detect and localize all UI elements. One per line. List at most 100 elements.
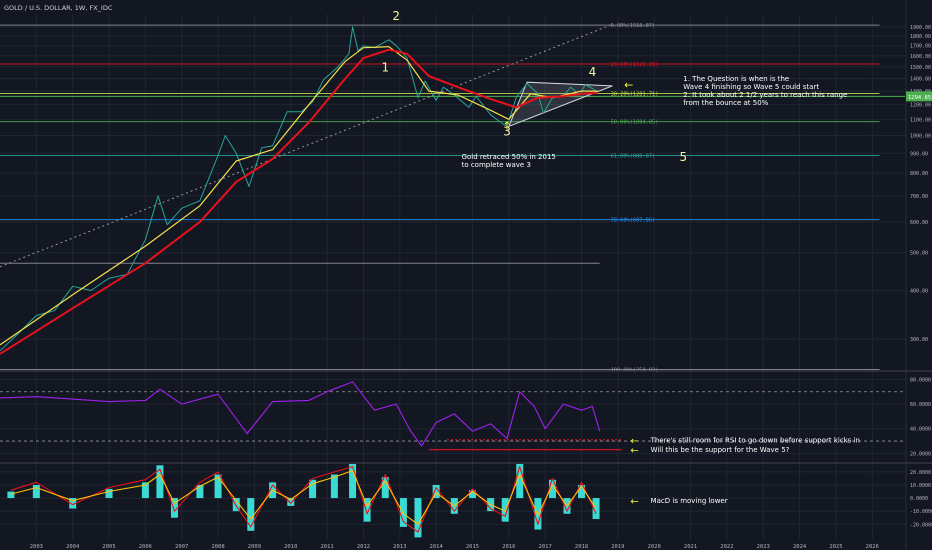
annotation-text: 1. The Question is when is the bbox=[683, 75, 789, 83]
annotation-text: to complete wave 3 bbox=[462, 161, 531, 169]
x-tick-label: 2011 bbox=[320, 544, 333, 550]
x-tick-label: 2014 bbox=[430, 544, 444, 550]
fib-level-label: 0.00%(1918.87) bbox=[611, 23, 656, 29]
y-tick-label: -20.0000 bbox=[910, 522, 932, 528]
y-tick-label: 80.0000 bbox=[910, 377, 931, 383]
macd-histogram-bar bbox=[414, 498, 422, 538]
fib-level-label: 61.80%(888.07) bbox=[611, 154, 656, 160]
fib-level-label: 38.20%(1281.71) bbox=[611, 91, 659, 97]
y-tick-label: 500.00 bbox=[910, 251, 928, 257]
fib-level-label: 78.60%(607.86) bbox=[611, 218, 656, 224]
y-tick-label: 1700.00 bbox=[910, 44, 931, 50]
macd-histogram-bar bbox=[156, 465, 164, 499]
macd-histogram-bar bbox=[69, 498, 77, 509]
macd-histogram-bar bbox=[196, 484, 204, 499]
x-tick-label: 2004 bbox=[66, 544, 80, 550]
y-tick-label: 10.0000 bbox=[910, 483, 931, 489]
x-tick-label: 2022 bbox=[720, 544, 733, 550]
x-tick-label: 2023 bbox=[757, 544, 770, 550]
x-tick-label: 2007 bbox=[175, 544, 188, 550]
x-tick-label: 2026 bbox=[866, 544, 879, 550]
y-tick-label: 900.00 bbox=[910, 151, 928, 157]
fib-level-label: 50.00%(1084.85) bbox=[611, 120, 659, 126]
y-tick-label: 1900.00 bbox=[910, 25, 931, 31]
x-tick-label: 2020 bbox=[648, 544, 661, 550]
y-tick-label: 20.0000 bbox=[910, 451, 931, 457]
left-arrow-icon: ← bbox=[630, 436, 638, 447]
x-tick-label: 2003 bbox=[30, 544, 43, 550]
series-ema-slow bbox=[0, 48, 598, 355]
last-price-label: 1294.85 bbox=[908, 95, 931, 101]
series-price bbox=[0, 26, 599, 352]
annotation-text: There's still room for RSI to go down be… bbox=[650, 436, 860, 444]
y-tick-label: 1200.00 bbox=[910, 103, 931, 109]
macd-histogram-bar bbox=[309, 479, 317, 499]
y-tick-label: 1600.00 bbox=[910, 54, 931, 60]
last-price-badge bbox=[906, 91, 932, 102]
rsi-panel: ← There's still room for RSI to go down b… bbox=[0, 381, 905, 457]
y-tick-label: 300.00 bbox=[910, 337, 928, 343]
y-tick-label: 1500.00 bbox=[910, 65, 931, 71]
wave-label: 4 bbox=[589, 65, 597, 79]
y-tick-label: 700.00 bbox=[910, 194, 928, 200]
x-tick-label: 2017 bbox=[539, 544, 552, 550]
y-tick-label: 60.0000 bbox=[910, 402, 931, 408]
macd-histogram-bar bbox=[287, 498, 295, 506]
annotation-text: MacD is moving lower bbox=[651, 497, 728, 505]
macd-histogram-bar bbox=[105, 488, 113, 499]
x-tick-label: 2009 bbox=[248, 544, 261, 550]
macd-histogram-bar bbox=[330, 474, 338, 499]
chart-title: GOLD / U.S. DOLLAR, 1W, FX_IDC bbox=[4, 4, 113, 12]
macd-histogram-bar bbox=[399, 498, 407, 527]
macd-histogram-bar bbox=[141, 482, 149, 499]
annotation-text: 2. It took about 2 1/2 years to reach th… bbox=[683, 91, 847, 99]
x-tick-label: 2006 bbox=[139, 544, 152, 550]
up-arrow-icon: ↑ bbox=[502, 119, 511, 132]
x-tick-label: 2012 bbox=[357, 544, 370, 550]
macd-histogram-bar bbox=[7, 491, 15, 499]
left-arrow-icon: ← bbox=[630, 497, 638, 508]
series-macd-line bbox=[10, 466, 597, 533]
annotation-text: from the bounce at 50% bbox=[683, 99, 768, 107]
macd-histogram-bar bbox=[432, 484, 440, 499]
left-arrow-icon: ← bbox=[630, 446, 638, 457]
x-tick-label: 2024 bbox=[793, 544, 807, 550]
macd-histogram-bar bbox=[468, 490, 476, 499]
fib-level-label: 23.60%(1525.23) bbox=[611, 62, 659, 68]
macd-histogram-bar bbox=[381, 477, 389, 499]
macd-panel: ← MacD is moving lower bbox=[7, 464, 728, 538]
wave-label: 2 bbox=[392, 9, 400, 23]
x-tick-label: 2019 bbox=[611, 544, 624, 550]
series-macd-signal bbox=[10, 470, 597, 525]
x-tick-label: 2010 bbox=[284, 544, 297, 550]
y-tick-label: 800.00 bbox=[910, 171, 928, 177]
y-tick-label: 1800.00 bbox=[910, 34, 931, 40]
wave-label: 3 bbox=[503, 124, 511, 138]
y-tick-label: 600.00 bbox=[910, 220, 928, 226]
x-tick-label: 2016 bbox=[502, 544, 515, 550]
x-tick-label: 2021 bbox=[684, 544, 697, 550]
x-tick-label: 2013 bbox=[393, 544, 406, 550]
macd-histogram-bar bbox=[548, 479, 556, 499]
macd-histogram-bar bbox=[349, 464, 357, 499]
y-tick-label: 1100.00 bbox=[910, 117, 931, 123]
x-tick-label: 2015 bbox=[466, 544, 479, 550]
macd-histogram-bar bbox=[214, 474, 222, 499]
fib-level-label: 100.00%(250.82) bbox=[611, 367, 659, 373]
annotation-text: Will this be the support for the Wave 5? bbox=[651, 446, 790, 454]
macd-histogram-bar bbox=[32, 484, 40, 499]
wave-label: 5 bbox=[679, 150, 687, 164]
macd-histogram-bar bbox=[363, 498, 371, 522]
wave-label: 1 bbox=[381, 60, 389, 74]
macd-histogram-bar bbox=[578, 484, 586, 499]
x-tick-label: 2018 bbox=[575, 544, 588, 550]
annotation-text: Gold retraced 50% in 2015 bbox=[462, 153, 556, 161]
y-tick-label: 0.0000 bbox=[910, 496, 928, 502]
macd-histogram-bar bbox=[170, 498, 178, 518]
macd-histogram-bar bbox=[232, 498, 240, 512]
y-tick-label: 1000.00 bbox=[910, 133, 931, 139]
y-tick-label: 1400.00 bbox=[910, 77, 931, 83]
